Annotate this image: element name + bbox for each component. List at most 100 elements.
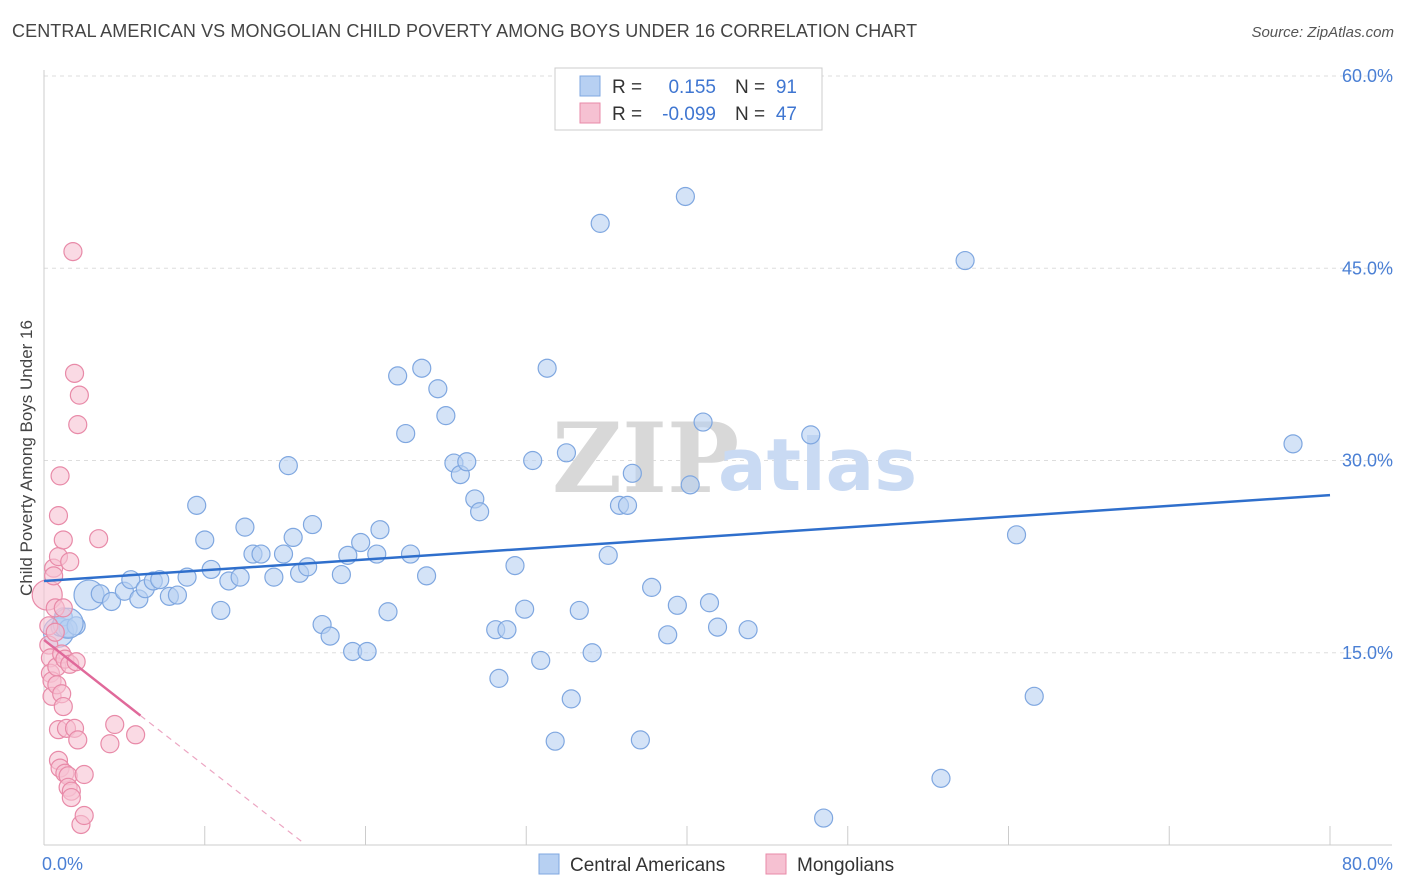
central-american-point — [283, 527, 303, 548]
central-american-point — [331, 564, 351, 585]
mongolians-trend-line — [43, 638, 142, 717]
central-american-point — [537, 358, 557, 378]
central-american-point — [470, 502, 490, 522]
series-legend-swatch-blue — [538, 853, 560, 875]
central-american-point — [412, 358, 432, 378]
central-american-point — [680, 475, 700, 495]
mongolian-point — [45, 622, 65, 642]
mongolian-point — [74, 805, 94, 826]
central-american-point — [545, 731, 565, 751]
central-american-point — [598, 545, 618, 565]
legend-r-label-1: R = — [612, 77, 642, 98]
central-american-point — [515, 599, 535, 619]
central-american-point — [235, 517, 255, 537]
mongolian-point — [74, 764, 94, 785]
series-legend: Central Americans Mongolians — [538, 853, 894, 876]
central-american-point — [298, 557, 318, 577]
central-american-point — [556, 443, 577, 463]
central-american-point — [400, 544, 421, 564]
gridlines — [44, 75, 1392, 654]
series-legend-swatch-pink — [765, 853, 787, 875]
mongolian-point — [105, 714, 125, 735]
y-tick-label-30: 30.0% — [1342, 451, 1393, 471]
central-american-point — [642, 577, 662, 597]
mongolian-point — [44, 566, 64, 586]
mongolian-point — [63, 241, 83, 262]
central-american-point — [630, 730, 650, 750]
central-american-point — [617, 495, 638, 515]
central-american-point — [561, 689, 581, 709]
central-american-point — [273, 544, 294, 564]
legend-n-label-2: N = — [735, 104, 765, 125]
mongolians-trend-extension — [140, 715, 302, 842]
central-american-point — [693, 412, 713, 432]
y-tick-label-60: 60.0% — [1342, 66, 1393, 86]
central-american-point — [505, 555, 525, 576]
mongolian-point — [53, 696, 73, 717]
central-american-point — [101, 591, 122, 612]
central-american-point — [230, 567, 250, 587]
chart-title: CENTRAL AMERICAN VS MONGOLIAN CHILD POVE… — [12, 21, 918, 41]
central-american-point — [801, 425, 821, 445]
central-american-point — [370, 520, 390, 540]
legend-n-value-2: 47 — [776, 104, 797, 125]
central-american-point — [707, 617, 728, 637]
central-american-point — [351, 532, 371, 553]
central-american-point — [195, 530, 215, 550]
central-american-point — [1283, 434, 1303, 454]
central-american-point — [211, 600, 231, 621]
mongolian-point — [50, 466, 70, 486]
central-american-point — [738, 620, 758, 640]
series-legend-central-americans: Central Americans — [570, 855, 725, 876]
central-american-point — [814, 808, 834, 828]
mongolian-point — [89, 529, 109, 549]
central-american-point — [523, 450, 543, 471]
central-american-point — [489, 668, 509, 688]
central-american-point — [590, 213, 610, 233]
y-tick-label-15: 15.0% — [1342, 643, 1393, 663]
central-american-point — [416, 566, 437, 586]
legend-n-label-1: N = — [735, 77, 765, 98]
central-american-point — [955, 250, 975, 271]
mongolian-point — [64, 363, 85, 383]
y-axis-tick-labels: 15.0% 30.0% 45.0% 60.0% — [1342, 66, 1393, 663]
mongolian-point — [60, 552, 80, 572]
central-american-point — [187, 495, 207, 515]
mongolian-point — [48, 506, 69, 526]
central-american-point — [569, 600, 589, 621]
central-american-point — [428, 379, 448, 399]
central-americans-points — [42, 186, 1303, 828]
y-axis-label: Child Poverty Among Boys Under 16 — [17, 320, 36, 596]
central-american-point — [388, 366, 408, 386]
legend-n-value-1: 91 — [776, 77, 797, 98]
mongolian-point — [53, 598, 73, 618]
central-american-point — [150, 570, 170, 590]
source-credit: Source: ZipAtlas.com — [1251, 24, 1394, 41]
legend-r-value-1: 0.155 — [668, 77, 716, 98]
central-american-point — [457, 452, 477, 472]
legend-r-label-2: R = — [612, 104, 642, 125]
central-american-point — [675, 186, 695, 207]
central-american-point — [357, 641, 377, 662]
mongolian-point — [126, 725, 146, 745]
central-american-point — [264, 567, 284, 587]
central-americans-trend-line — [43, 493, 1331, 583]
mongolian-point — [66, 652, 86, 672]
series-legend-mongolians: Mongolians — [797, 855, 894, 876]
x-tick-label-min: 0.0% — [42, 854, 83, 874]
central-american-point — [378, 602, 398, 622]
central-american-point — [497, 620, 517, 640]
central-american-point — [167, 585, 188, 605]
central-american-point — [658, 625, 678, 645]
central-american-point — [622, 463, 642, 483]
mongolian-point — [100, 734, 120, 754]
central-american-point — [699, 593, 720, 613]
mongolian-point — [61, 787, 81, 808]
legend-r-value-2: -0.099 — [662, 104, 716, 125]
x-tick-label-max: 80.0% — [1342, 854, 1393, 874]
central-american-point — [251, 544, 271, 564]
legend-swatch-pink — [579, 102, 601, 124]
central-american-point — [531, 650, 551, 671]
central-american-point — [931, 768, 951, 788]
